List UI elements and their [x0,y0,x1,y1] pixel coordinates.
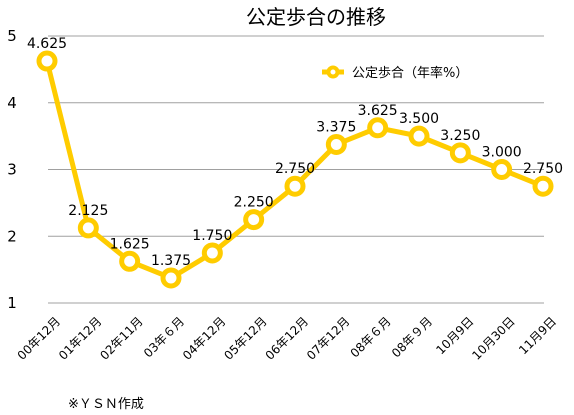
data-label: 3.625 [358,103,398,119]
y-tick-label: 4 [7,94,17,112]
gridlines [48,35,544,304]
data-point [367,117,389,139]
x-tick-label: 01年12月 [56,314,104,362]
data-point [408,125,430,147]
x-tick-label: 04年12月 [180,314,228,362]
data-label: 2.750 [275,161,315,177]
x-axis-ticks: 00年12月01年12月02年11月03年６月04年12月05年12月06年12… [15,314,559,362]
x-tick-label: 11月9日 [516,314,559,357]
y-tick-label: 3 [7,161,17,179]
x-tick-label: 06年12月 [263,314,311,362]
data-point [532,175,554,197]
data-label: 3.000 [482,145,522,161]
data-point [491,159,513,180]
source-note: ※ＹＳＮ作成 [68,397,144,412]
data-point [325,133,347,155]
data-label: 4.625 [27,36,67,52]
data-point [119,250,141,272]
data-label: 1.375 [151,253,191,269]
data-point [284,175,306,197]
data-point [160,267,182,289]
y-tick-label: 2 [7,227,17,245]
y-tick-label: 1 [7,294,17,312]
data-point [77,217,99,239]
x-tick-label: 07年12月 [304,314,352,362]
x-tick-label: 08年９月 [389,314,435,360]
data-label: 3.500 [399,111,439,127]
data-label: 1.625 [110,236,150,252]
x-tick-label: 00年12月 [15,314,63,362]
series-layer [36,50,554,289]
data-label: 2.250 [234,195,274,211]
data-point [201,242,223,264]
data-label: 2.750 [523,161,563,177]
data-label: 3.250 [440,128,480,144]
chart-title: 公定歩合の推移 [246,5,386,29]
data-label: 2.125 [68,203,108,219]
legend-marker [326,65,340,79]
y-axis-ticks: 1 2 3 4 5 [7,27,17,312]
x-tick-label: 02年11月 [97,314,145,362]
x-tick-label: 05年12月 [221,314,269,362]
data-label: 3.375 [316,119,356,135]
y-tick-label: 5 [7,27,17,45]
x-tick-label: 08年６月 [348,314,394,360]
x-tick-label: 10月30日 [469,314,517,362]
legend: 公定歩合（年率%） [322,65,468,81]
data-point [449,142,471,164]
data-point [243,209,265,231]
data-label: 1.750 [192,228,232,244]
data-point [36,50,58,72]
legend-label: 公定歩合（年率%） [352,65,468,81]
